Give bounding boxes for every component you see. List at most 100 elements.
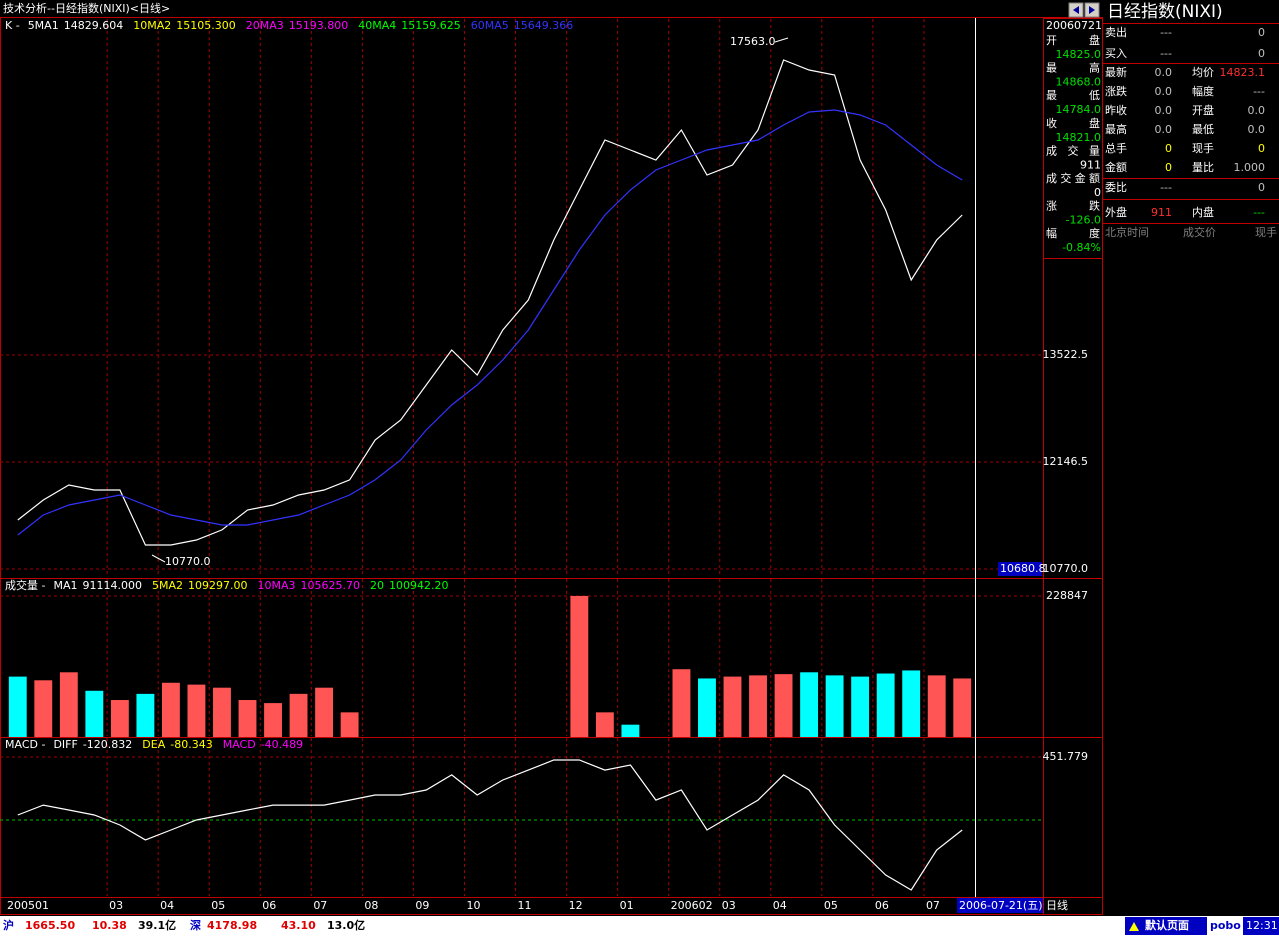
status-item: 10.38 [92, 919, 127, 932]
info-value: 14825.0 [1056, 48, 1102, 61]
status-item: 39.1亿 [138, 918, 176, 932]
x-tick-label: 11 [518, 899, 532, 912]
quote-value: 0 [1258, 47, 1265, 60]
legend-value: 100942.20 [389, 579, 449, 592]
quote-value: 1.000 [1234, 161, 1266, 174]
x-tick-label: 06 [262, 899, 276, 912]
quote-value: 0 [1258, 26, 1265, 39]
quote-label: 总手 [1105, 141, 1127, 155]
high-annotation: 17563.0 [730, 35, 776, 48]
volume-bar [340, 712, 359, 737]
quote-label: 均价 [1192, 66, 1214, 79]
volume-bar [672, 669, 691, 737]
last-value: 10680.8 [1000, 562, 1046, 575]
volume-bar [927, 675, 946, 737]
volume-bar [953, 678, 972, 737]
legend-name: 20 [370, 579, 384, 592]
quote-value: --- [1160, 181, 1172, 194]
brand: pobo [1210, 919, 1241, 932]
x-tick-label: 200602 [671, 899, 713, 912]
quote-label: 最高 [1105, 122, 1127, 136]
volume-bar [774, 674, 793, 737]
x-tick-label: 08 [364, 899, 378, 912]
y-tick-label: 228847 [1046, 589, 1088, 602]
annotation-line [151, 554, 166, 563]
series-line [17, 759, 963, 891]
cursor-date: 2006-07-21(五) [959, 899, 1043, 912]
volume-bar [698, 678, 716, 737]
volume-bar [264, 703, 282, 737]
x-tick-label: 07 [926, 899, 940, 912]
quote-value: --- [1253, 85, 1265, 98]
volume-bar [238, 700, 257, 737]
info-value: 911 [1080, 158, 1101, 171]
quote-value: 911 [1151, 206, 1172, 219]
info-value: 14784.0 [1056, 103, 1102, 116]
quote-value: 14823.1 [1220, 66, 1266, 79]
volume-bar [289, 693, 308, 737]
next-icon [1089, 6, 1095, 14]
volume-bar [85, 690, 104, 737]
quote-value: 0 [1165, 161, 1172, 174]
legend-name: 5MA1 [28, 19, 59, 32]
volume-bar [851, 676, 870, 737]
legend-title: 成交量 - [5, 578, 45, 592]
quote-value: 0.0 [1155, 104, 1173, 117]
quote-value: 0.0 [1248, 123, 1266, 136]
x-tick-label: 06 [875, 899, 889, 912]
volume-bar [902, 670, 921, 737]
legend-value: 15159.625 [401, 19, 461, 32]
legend-value: -80.343 [170, 738, 212, 751]
volume-bar [595, 712, 614, 737]
volume-bar [34, 680, 53, 737]
volume-bar [161, 682, 180, 737]
quote-value: 0.0 [1155, 123, 1173, 136]
volume-bar [749, 675, 767, 737]
legend-name: MACD [223, 738, 256, 751]
quote-label: 幅度 [1192, 84, 1214, 98]
volume-bar [187, 684, 206, 737]
volume-bar [621, 724, 640, 737]
series-line [17, 109, 963, 536]
quote-label: 现手 [1192, 141, 1214, 155]
legend-value: 105625.70 [301, 579, 361, 592]
quote-value: --- [1253, 206, 1265, 219]
legend-value: 91114.000 [82, 579, 142, 592]
info-value: -126.0 [1066, 214, 1101, 227]
x-tick-label: 200501 [7, 899, 49, 912]
cursor-date-box [957, 898, 1043, 913]
info-label: 成交量 [1046, 143, 1100, 157]
volume-bar [800, 672, 819, 737]
quote-value: 0 [1258, 181, 1265, 194]
info-value: -0.84% [1062, 241, 1101, 254]
series-line [17, 59, 963, 546]
y-tick-label: 451.779 [1043, 750, 1089, 763]
quote-label: 卖出 [1105, 25, 1127, 39]
page-label: 默认页面 [1145, 918, 1189, 932]
status-bar [0, 916, 1279, 936]
quote-value: 0 [1258, 142, 1265, 155]
quote-label: 开盘 [1192, 103, 1214, 117]
volume-bar [110, 700, 129, 737]
ticks-header: 现手 [1255, 225, 1277, 239]
page-button[interactable] [1125, 917, 1207, 935]
volume-bar [723, 676, 742, 737]
clock-box [1243, 917, 1279, 935]
legend-title: K - [5, 19, 20, 32]
x-tick-label: 10 [466, 899, 480, 912]
ticks-header: 成交价 [1183, 225, 1216, 239]
legend-name: 10MA3 [258, 579, 296, 592]
last-value-box [998, 562, 1042, 576]
clock: 12:31 [1246, 919, 1278, 932]
legend-name: 60MA5 [471, 19, 509, 32]
legend-name: 20MA3 [246, 19, 284, 32]
info-value: 14821.0 [1056, 131, 1102, 144]
y-tick-label: 10770.0 [1043, 562, 1089, 575]
volume-bar [876, 673, 895, 737]
x-tick-label: 12 [569, 899, 583, 912]
legend-value: 15193.800 [289, 19, 349, 32]
x-tick-label: 03 [722, 899, 736, 912]
quote-value: --- [1160, 26, 1172, 39]
info-value: 14868.0 [1056, 76, 1102, 89]
